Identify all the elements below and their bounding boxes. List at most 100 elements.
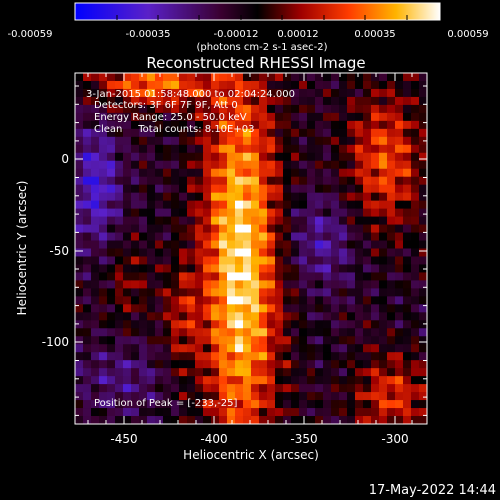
heatmap-cell xyxy=(91,176,100,186)
heatmap-cell xyxy=(363,264,372,274)
heatmap-cell xyxy=(195,416,204,424)
heatmap-cell xyxy=(227,136,236,146)
heatmap-cell xyxy=(315,392,324,401)
heatmap-cell xyxy=(83,104,92,114)
heatmap-cell xyxy=(323,296,332,305)
heatmap-cell xyxy=(219,344,228,353)
heatmap-cell xyxy=(251,280,260,289)
heatmap-cell xyxy=(347,104,356,114)
heatmap-cell xyxy=(323,272,332,282)
heatmap-cell xyxy=(411,160,420,170)
heatmap-cell xyxy=(323,88,332,98)
heatmap-cell xyxy=(259,144,268,154)
heatmap-cell xyxy=(339,112,348,122)
heatmap-cell xyxy=(355,392,364,401)
heatmap-cell xyxy=(91,408,100,417)
heatmap-cell xyxy=(211,328,220,337)
heatmap-cell xyxy=(179,160,188,170)
heatmap-cell xyxy=(179,304,188,313)
heatmap-cell xyxy=(331,272,340,282)
heatmap-cell xyxy=(187,208,196,218)
heatmap-cell xyxy=(131,264,140,274)
heatmap-cell xyxy=(267,88,276,98)
heatmap-cell xyxy=(107,336,116,345)
heatmap-cell xyxy=(163,280,172,289)
heatmap-cell xyxy=(203,224,212,234)
heatmap-cell xyxy=(131,88,140,98)
heatmap-cell xyxy=(259,73,268,82)
heatmap-cell xyxy=(99,216,108,226)
heatmap-cell xyxy=(371,232,380,242)
heatmap-cell xyxy=(211,176,220,186)
heatmap-cell xyxy=(187,120,196,130)
heatmap-cell xyxy=(91,328,100,337)
heatmap-cell xyxy=(107,224,116,234)
heatmap-cell xyxy=(99,376,108,385)
heatmap-cell xyxy=(131,73,140,82)
heatmap-cell xyxy=(147,73,156,82)
heatmap-cell xyxy=(83,384,92,393)
heatmap-cell xyxy=(83,336,92,345)
x-tick-label-1: -400 xyxy=(200,432,227,446)
heatmap-cell xyxy=(251,80,260,90)
heatmap-cell xyxy=(91,304,100,313)
heatmap-cell xyxy=(419,416,427,424)
heatmap-cell xyxy=(339,384,348,393)
heatmap-cell xyxy=(75,128,84,138)
heatmap-cell xyxy=(291,192,300,202)
heatmap-cell xyxy=(299,248,308,258)
heatmap-cell xyxy=(371,384,380,393)
heatmap-cell xyxy=(315,136,324,146)
heatmap-cell xyxy=(107,368,116,377)
heatmap-cell xyxy=(347,384,356,393)
heatmap-cell xyxy=(99,184,108,194)
heatmap-cell xyxy=(75,232,84,242)
heatmap-cell xyxy=(243,176,252,186)
heatmap-cell xyxy=(387,88,396,98)
heatmap-cell xyxy=(307,96,316,106)
heatmap-cell xyxy=(155,128,164,138)
heatmap-cell xyxy=(243,288,252,297)
heatmap-cell xyxy=(163,208,172,218)
heatmap-cell xyxy=(195,408,204,417)
heatmap-cell xyxy=(139,400,148,409)
heatmap-cell xyxy=(219,328,228,337)
heatmap-cell xyxy=(139,104,148,114)
heatmap-cell xyxy=(171,168,180,178)
heatmap-cell xyxy=(323,360,332,369)
heatmap-cell xyxy=(107,184,116,194)
heatmap-cell xyxy=(171,152,180,162)
heatmap-cell xyxy=(387,400,396,409)
heatmap-cell xyxy=(171,144,180,154)
heatmap-cell xyxy=(299,184,308,194)
heatmap-cell xyxy=(259,376,268,385)
heatmap-cell xyxy=(115,152,124,162)
heatmap-cell xyxy=(299,160,308,170)
heatmap-cell xyxy=(75,304,84,313)
heatmap-cell xyxy=(275,224,284,234)
heatmap-cell xyxy=(203,112,212,122)
heatmap-cell xyxy=(123,296,132,305)
heatmap-cell xyxy=(107,152,116,162)
heatmap-cell xyxy=(195,344,204,353)
heatmap-cell xyxy=(395,120,404,130)
heatmap-cell xyxy=(83,256,92,266)
heatmap-cell xyxy=(275,88,284,98)
heatmap-cell xyxy=(131,152,140,162)
heatmap-cell xyxy=(147,320,156,329)
heatmap-cell xyxy=(147,256,156,266)
heatmap-cell xyxy=(107,112,116,122)
heatmap-cell xyxy=(155,176,164,186)
heatmap-cell xyxy=(227,144,236,154)
heatmap-cell xyxy=(371,216,380,226)
heatmap-cell xyxy=(419,224,427,234)
heatmap-cell xyxy=(331,280,340,289)
heatmap-cell xyxy=(187,248,196,258)
heatmap-cell xyxy=(91,416,100,424)
heatmap-cell xyxy=(75,272,84,282)
heatmap-cell xyxy=(131,392,140,401)
heatmap-cell xyxy=(235,96,244,106)
heatmap-cell xyxy=(187,160,196,170)
heatmap-cell xyxy=(211,400,220,409)
heatmap-cell xyxy=(99,312,108,321)
